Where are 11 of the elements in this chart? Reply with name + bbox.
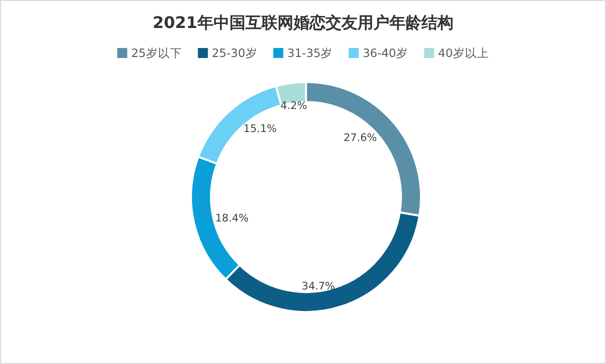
legend-label: 31-35岁	[287, 46, 333, 60]
data-label: 15.1%	[243, 123, 277, 136]
data-label: 4.2%	[280, 100, 308, 112]
legend-label: 25岁以下	[131, 46, 182, 60]
data-label: 34.7%	[302, 280, 336, 292]
legend-label: 40岁以上	[438, 46, 489, 60]
legend-label: 25-30岁	[212, 46, 258, 60]
chart-title: 2021年中国互联网婚恋交友用户年龄结构	[152, 13, 454, 32]
legend-label: 36-40岁	[362, 46, 408, 60]
data-label: 27.6%	[344, 132, 377, 144]
data-label: 18.4%	[215, 212, 249, 224]
